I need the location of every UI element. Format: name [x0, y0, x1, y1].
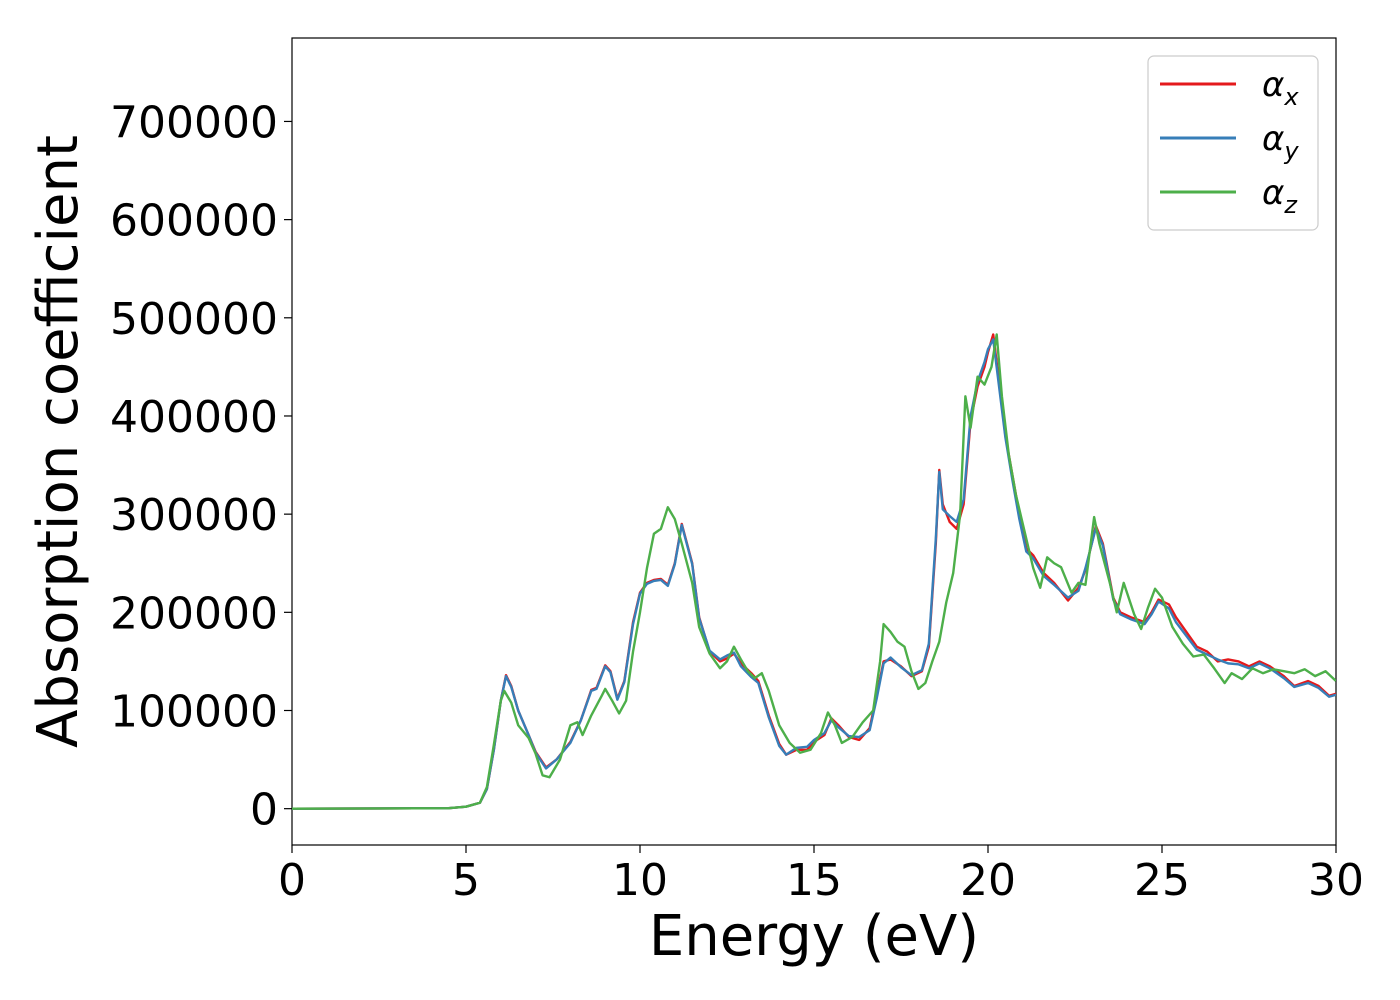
- y-tick-label: 700000: [110, 97, 278, 148]
- x-tick-label: 5: [452, 855, 480, 906]
- y-tick-label: 200000: [110, 588, 278, 639]
- x-axis: 0 5 10 15 20 25 30: [278, 845, 1364, 906]
- x-tick-label: 10: [612, 855, 668, 906]
- series-layer: [292, 333, 1336, 810]
- x-tick-label: 30: [1308, 855, 1364, 906]
- y-axis-title: Absorption coefficient: [26, 135, 91, 748]
- legend-label-x: αx: [1262, 65, 1299, 111]
- y-tick-label: 500000: [110, 294, 278, 345]
- y-tick-label: 100000: [110, 687, 278, 738]
- series-line-x: [292, 333, 1336, 810]
- y-tick-label: 0: [250, 785, 278, 836]
- y-tick-label: 400000: [110, 392, 278, 443]
- x-tick-label: 25: [1134, 855, 1190, 906]
- x-tick-label: 0: [278, 855, 306, 906]
- x-tick-label: 20: [960, 855, 1016, 906]
- legend-box: [1147, 55, 1319, 231]
- y-axis: 0 100000 200000 300000 400000 500000 600000 700…: [110, 97, 292, 836]
- x-axis-title: Energy (eV): [649, 904, 979, 969]
- y-tick-label: 600000: [110, 196, 278, 247]
- x-tick-label: 15: [786, 855, 842, 906]
- series-line-y: [292, 338, 1336, 810]
- series-line-z: [292, 333, 1336, 810]
- legend-label-y: αy: [1262, 119, 1299, 165]
- y-tick-label: 300000: [110, 490, 278, 541]
